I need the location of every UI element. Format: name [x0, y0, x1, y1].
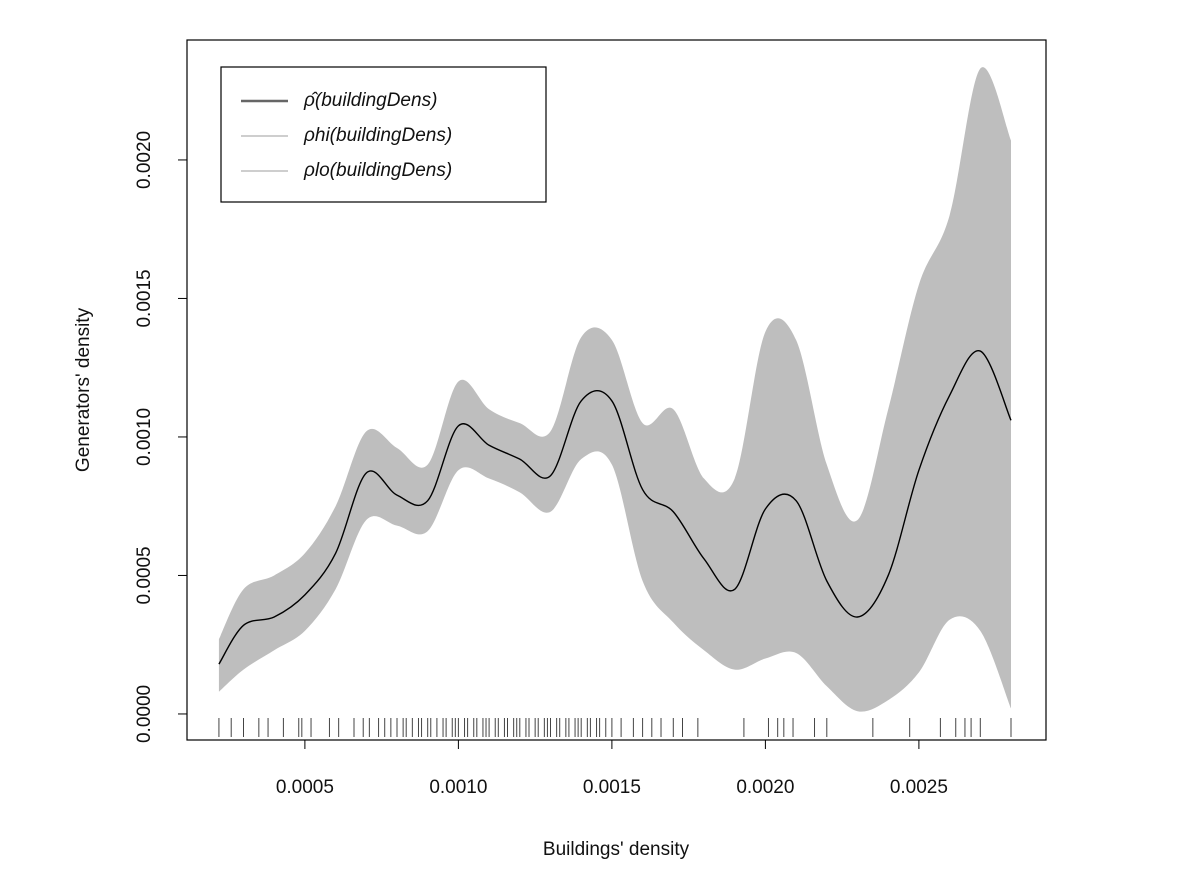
legend-box: [220, 66, 547, 203]
x-tick-label: 0.0015: [583, 777, 641, 798]
x-tick-label: 0.0020: [736, 777, 794, 798]
estimate-line: [218, 350, 1012, 665]
y-tick-label: 0.0000: [134, 685, 155, 743]
legend-label: ρhi(buildingDens): [303, 125, 452, 146]
confidence-band: [218, 67, 1012, 712]
x-tick-label: 0.0010: [429, 777, 487, 798]
legend-label: ρlo(buildingDens): [303, 160, 452, 181]
y-tick-label: 0.0005: [134, 546, 155, 604]
plot-frame: [186, 39, 1047, 741]
y-axis-label: Generators' density: [73, 307, 94, 472]
y-tick-label: 0.0015: [134, 269, 155, 327]
legend-label: ρ̂(buildingDens): [303, 90, 437, 111]
y-tick-label: 0.0010: [134, 408, 155, 466]
x-tick-label: 0.0005: [276, 777, 334, 798]
x-axis-label: Buildings' density: [543, 839, 690, 860]
legend: ρ̂(buildingDens) ρhi(buildingDens) ρlo(bui…: [220, 66, 547, 203]
y-tick-label: 0.0020: [134, 131, 155, 189]
x-tick-label: 0.0025: [890, 777, 948, 798]
